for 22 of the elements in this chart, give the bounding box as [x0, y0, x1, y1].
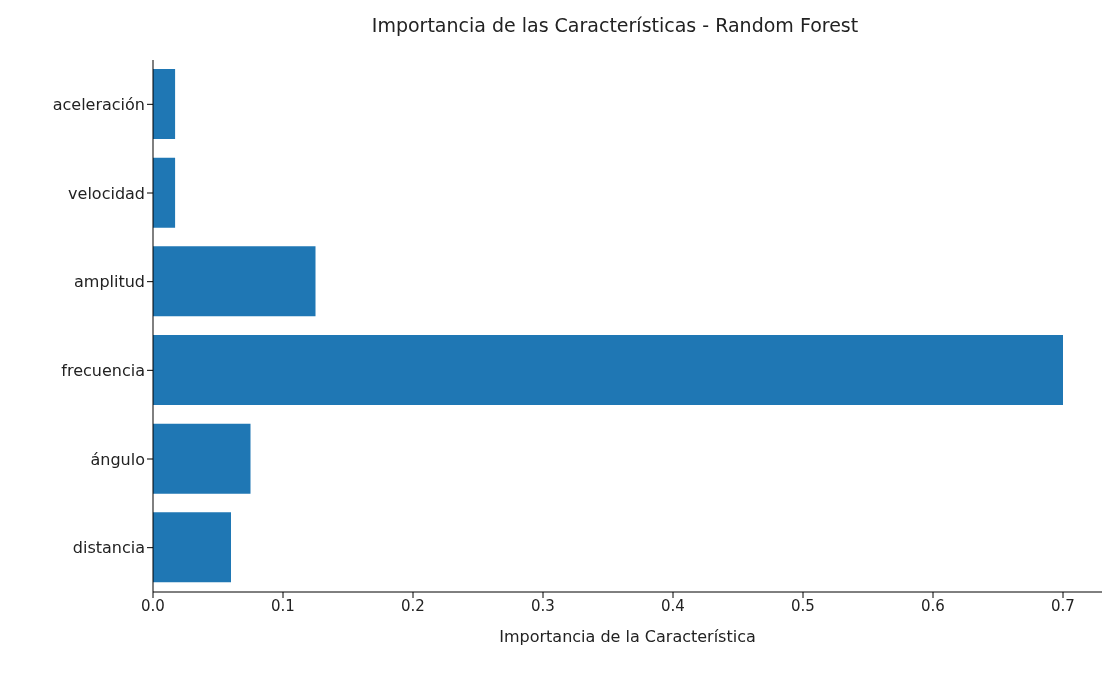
bar — [153, 246, 316, 317]
y-tick-label: distancia — [72, 538, 145, 558]
chart-title: Importancia de las Características - Random Forest — [370, 13, 860, 38]
x-tick-label: 0.4 — [661, 596, 685, 615]
y-tick-label: frecuencia — [61, 361, 145, 381]
bar — [153, 335, 1063, 405]
x-tick-label: 0.2 — [401, 596, 425, 615]
y-tick-label: ángulo — [90, 449, 145, 469]
bar — [153, 512, 231, 583]
x-tick-label: 0.7 — [1051, 596, 1075, 615]
x-tick-label: 0.5 — [791, 596, 815, 615]
y-tick-label: amplitud — [73, 272, 145, 292]
y-tick-label: aceleración — [52, 95, 145, 115]
x-axis-title: Importancia de la Característica — [499, 627, 756, 646]
x-tick-label: 0.0 — [141, 596, 165, 615]
x-tick-label: 0.6 — [921, 596, 945, 615]
bar — [153, 423, 251, 494]
bar — [153, 157, 176, 228]
x-tick-label: 0.1 — [271, 596, 295, 615]
bar — [153, 69, 176, 139]
x-tick-label: 0.3 — [531, 596, 555, 615]
y-tick-label: velocidad — [68, 183, 145, 203]
